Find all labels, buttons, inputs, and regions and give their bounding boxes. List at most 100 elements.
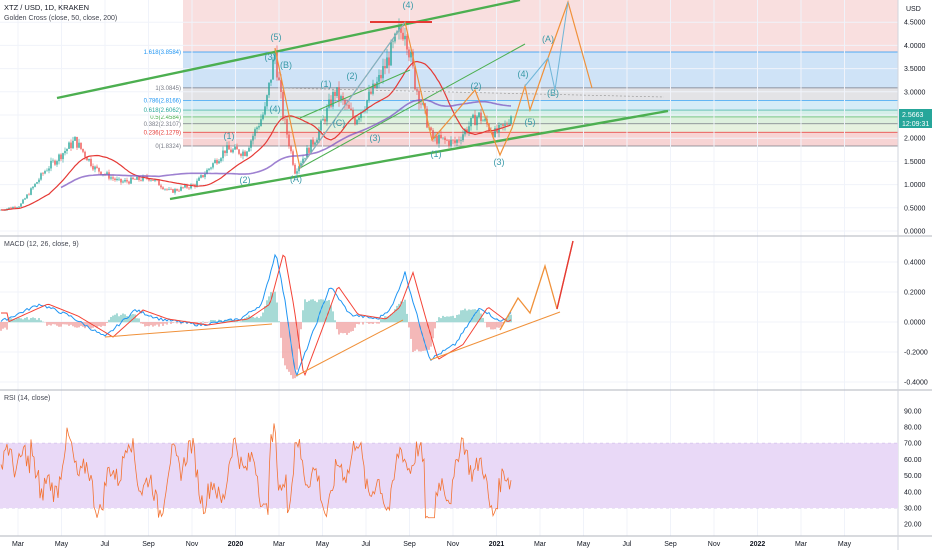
- price-tick-label: 3.0000: [904, 89, 926, 96]
- candle-body: [206, 169, 208, 175]
- macd-histogram-bar: [298, 322, 300, 349]
- candle-body: [126, 180, 128, 182]
- macd-histogram-bar: [250, 316, 252, 323]
- rsi-tick-label: 90.00: [904, 408, 922, 415]
- candle-body: [200, 175, 202, 178]
- macd-histogram-bar: [376, 322, 378, 324]
- macd-histogram-bar: [302, 310, 304, 323]
- time-tick-label: Sep: [403, 541, 416, 548]
- candle-body: [152, 179, 154, 181]
- candle-body: [446, 139, 448, 141]
- macd-histogram-bar: [158, 322, 160, 327]
- macd-histogram-bar: [368, 322, 370, 324]
- macd-histogram-bar: [412, 322, 414, 352]
- candle-body: [48, 168, 50, 171]
- macd-histogram-bar: [36, 319, 38, 323]
- macd-tick-label: 0.2000: [904, 290, 926, 297]
- candle-body: [304, 157, 306, 159]
- macd-histogram-bar: [304, 299, 306, 323]
- candle-body: [88, 158, 90, 161]
- macd-histogram-bar: [90, 322, 92, 329]
- candle-body: [248, 147, 250, 152]
- time-tick-label: Nov: [447, 541, 460, 548]
- candle-body: [224, 150, 226, 154]
- macd-histogram-bar: [88, 322, 90, 328]
- signal-line: [1, 254, 512, 377]
- candle-body: [76, 136, 78, 148]
- time-tick-label: Nov: [186, 541, 199, 548]
- macd-histogram-bar: [366, 322, 368, 323]
- macd-histogram-bar: [30, 318, 32, 323]
- candle-body: [116, 178, 118, 181]
- symbol-title[interactable]: XTZ / USD, 1D, KRAKEN: [4, 3, 89, 12]
- wave-label: (4): [403, 0, 414, 10]
- wave-label: (B): [547, 88, 559, 98]
- fib-level-label: 0.618(2.6062): [144, 108, 181, 114]
- macd-histogram-bar: [410, 322, 412, 339]
- macd-histogram-bar: [38, 318, 40, 323]
- macd-histogram-bar: [262, 312, 264, 323]
- macd-histogram-bar: [416, 322, 418, 350]
- indicator-title[interactable]: Golden Cross (close, 50, close, 200): [4, 15, 117, 22]
- macd-histogram-bar: [418, 322, 420, 352]
- wave-label: (A): [542, 34, 554, 44]
- macd-histogram-bar: [372, 322, 374, 324]
- macd-histogram-bar: [276, 302, 278, 323]
- macd-histogram-bar: [0, 322, 2, 331]
- fib-level-label: 1.618(3.8584): [144, 50, 181, 56]
- macd-histogram-bar: [382, 318, 384, 323]
- candle-body: [44, 171, 46, 174]
- candle-body: [78, 142, 80, 148]
- macd-histogram-bar: [462, 310, 464, 323]
- candle-body: [368, 91, 370, 101]
- candle-body: [204, 174, 206, 178]
- rsi-title[interactable]: RSI (14, close): [4, 395, 50, 402]
- macd-histogram-bar: [110, 316, 112, 323]
- candle-body: [216, 160, 218, 164]
- macd-histogram-bar: [370, 322, 372, 324]
- price-tick-label: 4.5000: [904, 20, 926, 27]
- macd-histogram-bar: [118, 316, 120, 323]
- macd-trend-1: [104, 323, 273, 338]
- candle-body: [162, 187, 164, 190]
- macd-histogram-bar: [456, 314, 458, 323]
- candle-body: [66, 148, 68, 151]
- candle-body: [260, 119, 262, 127]
- macd-histogram-bar: [242, 318, 244, 323]
- macd-histogram-bar: [472, 309, 474, 323]
- macd-histogram-bar: [488, 322, 490, 328]
- candle-body: [142, 176, 144, 181]
- macd-histogram-bar: [122, 313, 124, 323]
- candle-body: [110, 177, 112, 179]
- candle-body: [378, 74, 380, 82]
- candle-body: [410, 52, 412, 58]
- candle-body: [506, 124, 508, 125]
- candle-body: [324, 119, 326, 122]
- candle-body: [308, 147, 310, 153]
- macd-histogram-bar: [238, 321, 240, 323]
- candle-body: [442, 137, 444, 139]
- macd-histogram-bar: [42, 321, 44, 323]
- candle-body: [160, 185, 162, 188]
- candle-body: [350, 108, 352, 111]
- candle-body: [240, 153, 242, 156]
- candle-body: [46, 170, 48, 172]
- candle-body: [202, 175, 204, 178]
- macd-title[interactable]: MACD (12, 26, close, 9): [4, 241, 79, 248]
- macd-histogram-bar: [216, 321, 218, 323]
- candle-body: [472, 114, 474, 118]
- candle-body: [114, 178, 116, 181]
- candle-body: [392, 41, 394, 43]
- macd-histogram-bar: [148, 322, 150, 327]
- drawings[interactable]: (1) (2) (3) (4) (5) (A) (B) (C) (1) (2) (3) (4) (1) (…: [56, 0, 669, 377]
- macd-histogram-bar: [226, 320, 228, 323]
- candle-body: [312, 139, 314, 145]
- candle-body: [458, 139, 460, 141]
- candle-body: [112, 177, 114, 179]
- candle-body: [218, 161, 220, 164]
- candle-body: [230, 149, 232, 153]
- candle-body: [258, 126, 260, 128]
- macd-histogram-bar: [460, 310, 462, 323]
- time-tick-label: Sep: [664, 541, 677, 548]
